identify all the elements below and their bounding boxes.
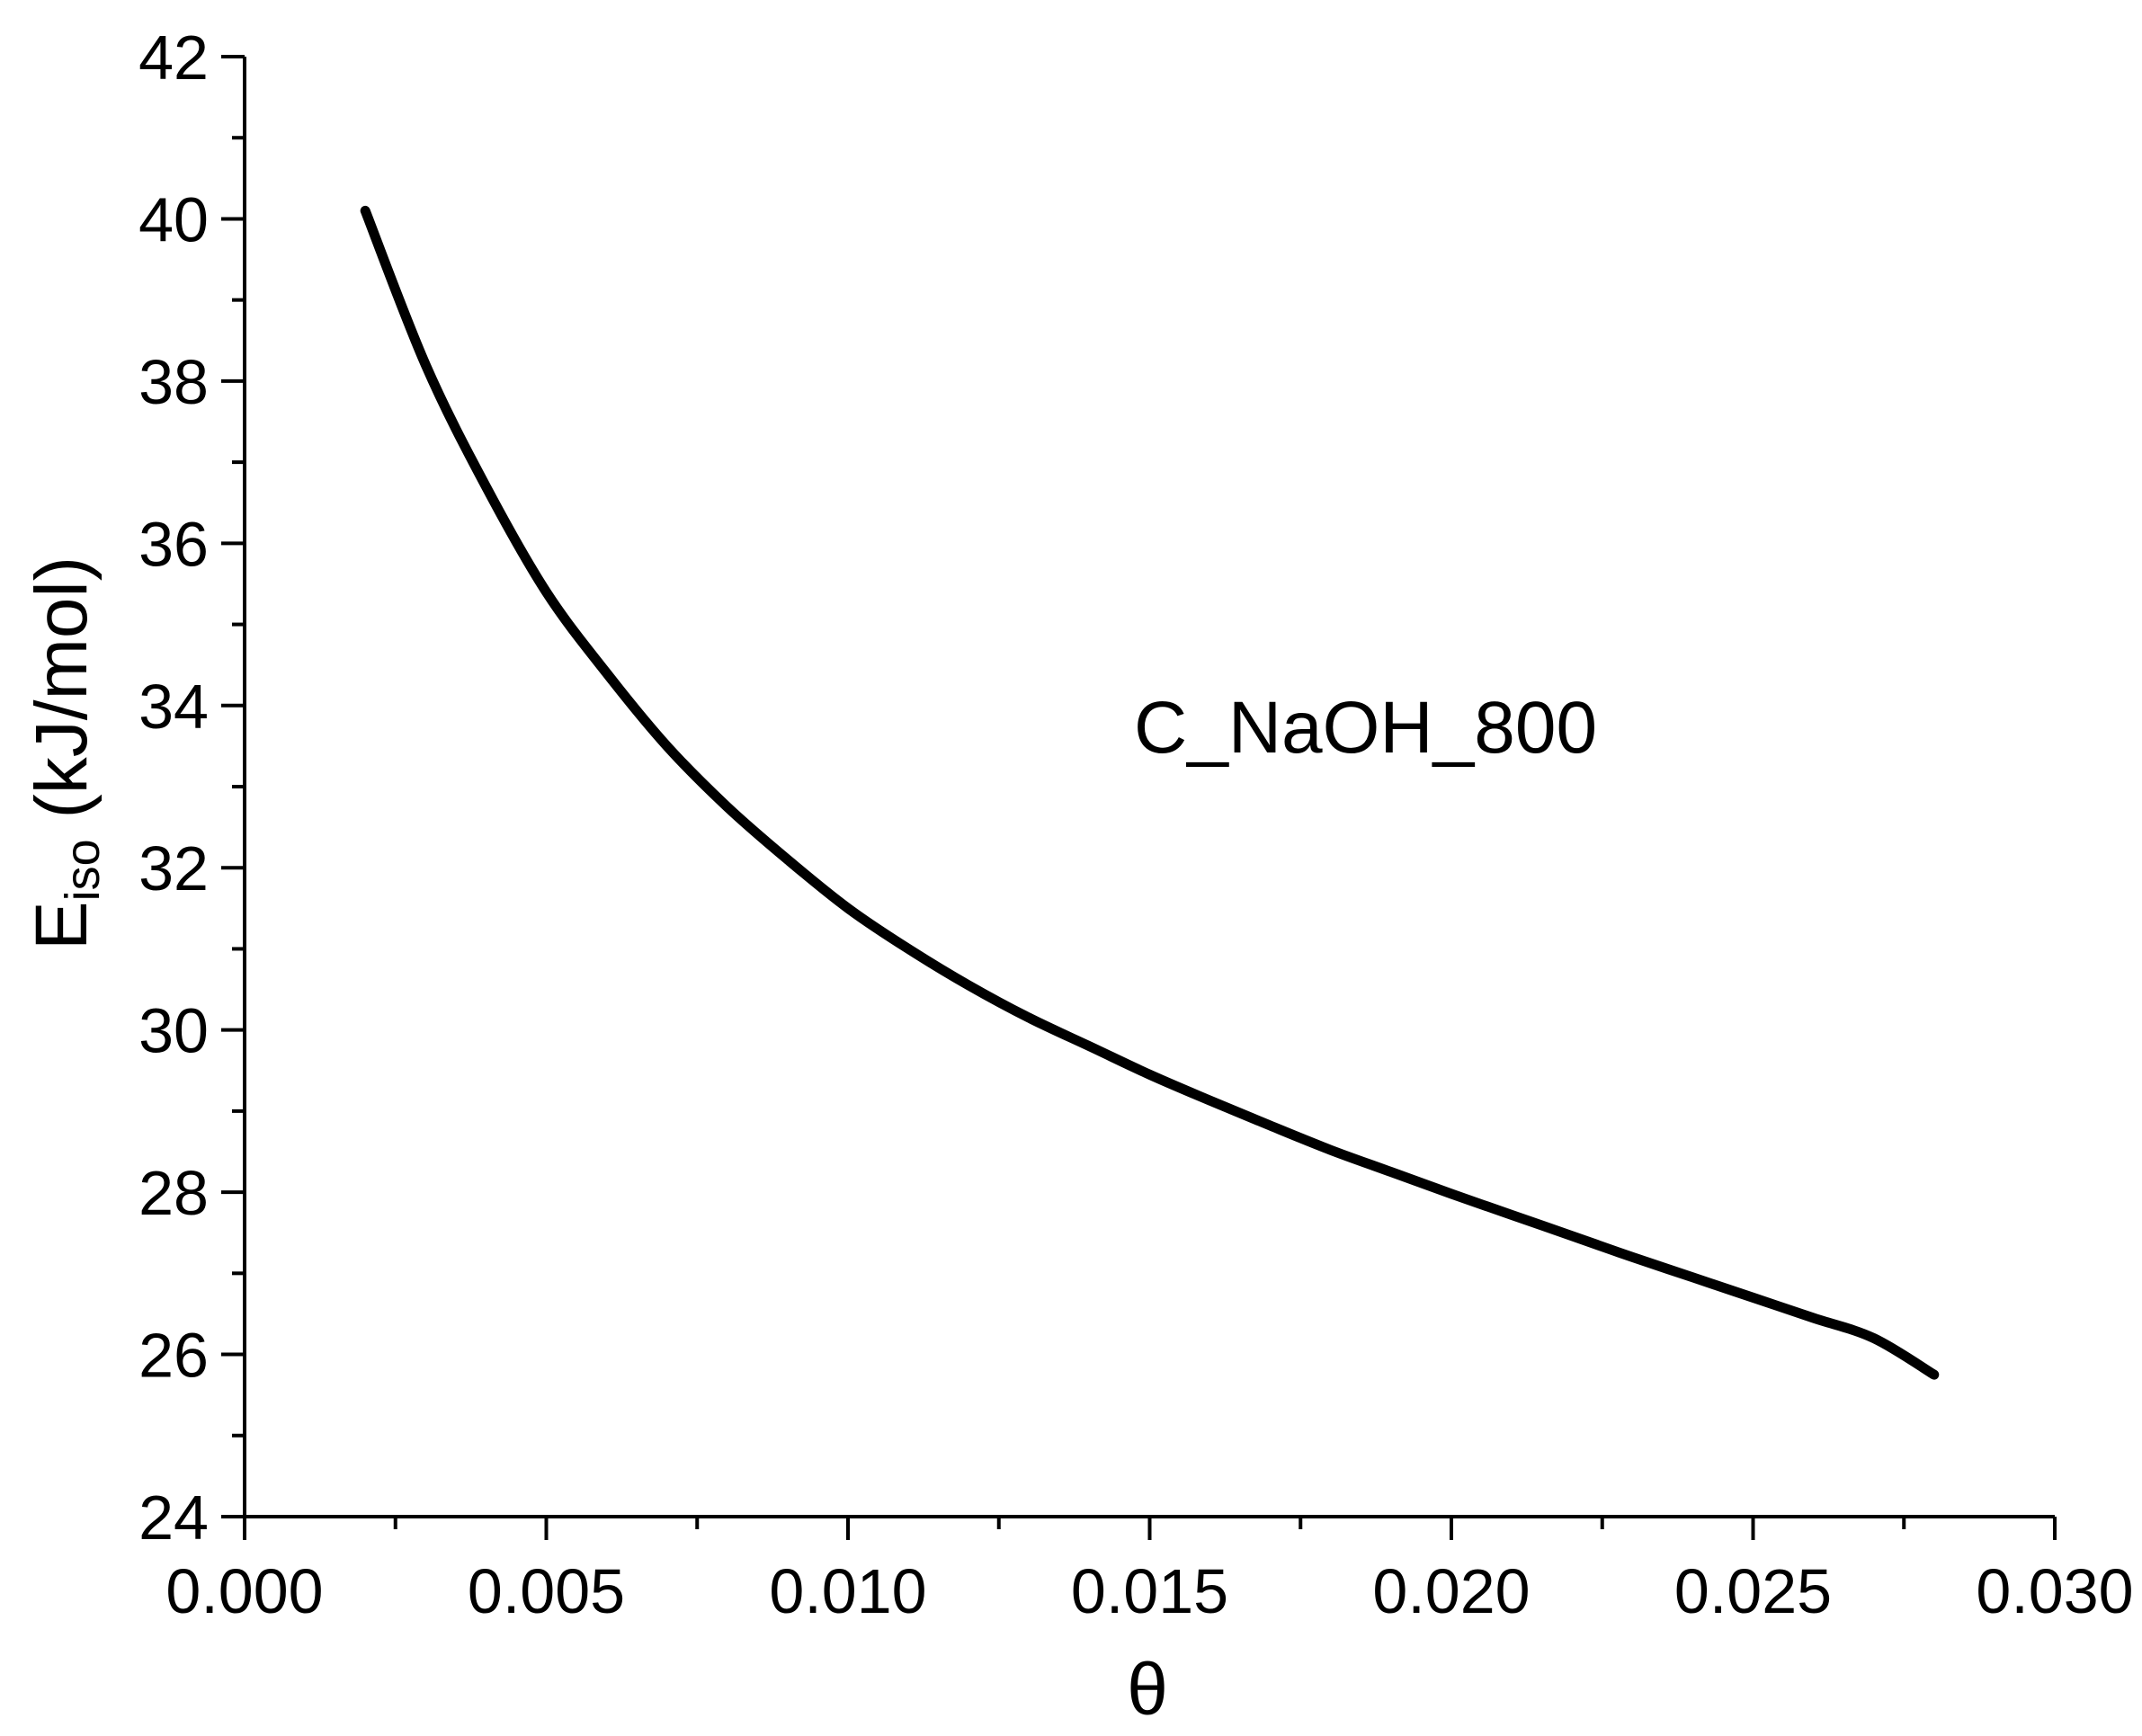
- y-tick-label: 40: [138, 184, 209, 254]
- y-axis-title-subscript: iso: [56, 839, 110, 901]
- x-tick-label: 0.005: [468, 1556, 625, 1626]
- x-axis-ticks: [243, 1517, 2057, 1540]
- y-tick-label: 36: [138, 509, 209, 579]
- x-axis-tick-labels: 0.000 0.005 0.010 0.015 0.020 0.025 0.030: [165, 1556, 2133, 1626]
- y-axis-ticks: [221, 55, 245, 1518]
- series-line: [360, 205, 1940, 1380]
- y-tick-label: 42: [138, 22, 209, 93]
- y-tick-label: 26: [138, 1321, 209, 1391]
- y-tick-label: 28: [138, 1158, 209, 1228]
- x-tick-label: 0.020: [1372, 1556, 1530, 1626]
- annotation-label: C_NaOH_800: [1134, 687, 1597, 769]
- x-tick-label: 0.030: [1976, 1556, 2133, 1626]
- x-tick-label: 0.010: [769, 1556, 926, 1626]
- x-axis-title: θ: [1127, 1649, 1168, 1731]
- y-axis-title-unit: (kJ/mol): [21, 556, 103, 839]
- series-group: [360, 205, 1940, 1380]
- y-tick-label: 34: [138, 672, 209, 742]
- x-tick-label: 0.025: [1674, 1556, 1832, 1626]
- y-tick-label: 30: [138, 996, 209, 1066]
- y-axis-tick-labels: 24 26 28 30 32 34 36 38 40 42: [138, 22, 209, 1553]
- y-tick-label: 32: [138, 833, 209, 904]
- x-tick-label: 0.000: [165, 1556, 323, 1626]
- x-tick-label: 0.015: [1071, 1556, 1228, 1626]
- y-axis-title-main: E: [21, 901, 103, 950]
- y-axis-title: Eiso (kJ/mol): [21, 556, 110, 950]
- y-tick-label: 24: [138, 1482, 209, 1553]
- y-tick-label: 38: [138, 347, 209, 417]
